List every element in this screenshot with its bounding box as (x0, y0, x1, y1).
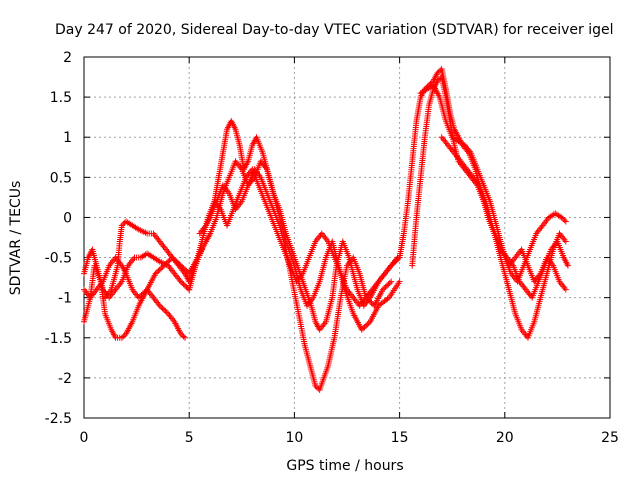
data-point (183, 267, 190, 274)
y-axis-label: SDTVAR / TECUs (8, 181, 24, 296)
data-point (177, 278, 184, 285)
data-point (121, 332, 128, 339)
data-point (118, 222, 125, 229)
chart-title: Day 247 of 2020, Sidereal Day-to-day VTE… (55, 22, 614, 38)
grid (84, 57, 610, 418)
y-tick-label: -1 (58, 291, 72, 307)
x-tick-label: 5 (185, 430, 194, 446)
data-point (381, 285, 388, 292)
y-tick-label: 0.5 (50, 170, 72, 186)
data-point (396, 278, 403, 285)
y-tick-label: 2 (63, 50, 72, 66)
data-point (120, 221, 127, 228)
data-point (313, 384, 320, 391)
axis-ticks: 0 5 10 15 20 25 -2.5 -2 -1.5 -1 -0.5 0 0.5 1 1.5 2 (45, 50, 619, 446)
y-tick-label: 1 (63, 130, 72, 146)
data-point (180, 281, 187, 288)
x-tick-label: 25 (601, 430, 619, 446)
data-point (163, 309, 170, 316)
y-tick-label: -2 (58, 371, 72, 387)
data-point (383, 282, 390, 289)
data-point (165, 258, 172, 265)
series-track-11 (417, 82, 569, 293)
data-point (166, 257, 173, 264)
data-point (365, 320, 372, 327)
x-tick-label: 0 (80, 430, 89, 446)
data-point (435, 68, 442, 75)
data-point (360, 325, 367, 332)
y-tick-label: -1.5 (45, 331, 72, 347)
data-point (382, 283, 389, 290)
data-point (368, 300, 375, 307)
data-point (118, 334, 125, 341)
data-point (385, 281, 392, 288)
series-track-7 (207, 166, 395, 393)
data-point (312, 382, 319, 389)
data-point (153, 269, 160, 276)
data-point (159, 263, 166, 270)
data-point (162, 261, 169, 268)
data-points (81, 66, 571, 393)
data-point (156, 302, 163, 309)
data-point (138, 291, 145, 298)
x-axis-label: GPS time / hours (286, 458, 403, 474)
data-point (163, 259, 170, 266)
data-point (367, 298, 374, 305)
data-point (139, 290, 146, 297)
data-point (562, 218, 569, 225)
data-point (135, 294, 142, 301)
data-point (386, 279, 393, 286)
data-point (160, 306, 167, 313)
y-tick-label: -2.5 (45, 411, 72, 427)
data-point (181, 282, 188, 289)
data-point (141, 289, 148, 296)
data-point (358, 326, 365, 333)
plot-frame (83, 56, 611, 419)
data-point (120, 333, 127, 340)
data-point (434, 78, 441, 85)
data-point (365, 297, 372, 304)
data-point (142, 287, 149, 294)
data-point (362, 322, 369, 329)
data-point (158, 265, 165, 272)
data-point (435, 76, 442, 83)
data-point (155, 267, 162, 274)
data-point (158, 304, 165, 311)
series-track-12 (438, 134, 569, 285)
data-point (364, 321, 371, 328)
series-track-8 (186, 166, 401, 309)
x-tick-label: 20 (496, 430, 514, 446)
data-point (183, 283, 190, 290)
data-point (434, 70, 441, 77)
data-point (561, 217, 568, 224)
x-tick-label: 15 (391, 430, 409, 446)
data-point (179, 332, 186, 339)
data-point (558, 214, 565, 221)
data-point (560, 215, 567, 222)
data-point (379, 286, 386, 293)
data-point (160, 262, 167, 269)
data-point (177, 330, 184, 337)
series-track-1 (81, 262, 188, 341)
data-point (180, 333, 187, 340)
y-tick-label: 0 (63, 210, 72, 226)
data-point (162, 308, 169, 315)
data-point (159, 305, 166, 312)
y-tick-label: 1.5 (50, 90, 72, 106)
data-point (361, 324, 368, 331)
data-point (181, 334, 188, 341)
data-point (152, 270, 159, 277)
y-tick-label: -0.5 (45, 251, 72, 267)
data-point (388, 278, 395, 285)
x-tick-label: 10 (285, 430, 303, 446)
data-point (156, 266, 163, 273)
data-point (564, 262, 571, 269)
data-point (179, 279, 186, 286)
data-point (137, 293, 144, 300)
data-point (562, 238, 569, 245)
data-point (562, 286, 569, 293)
